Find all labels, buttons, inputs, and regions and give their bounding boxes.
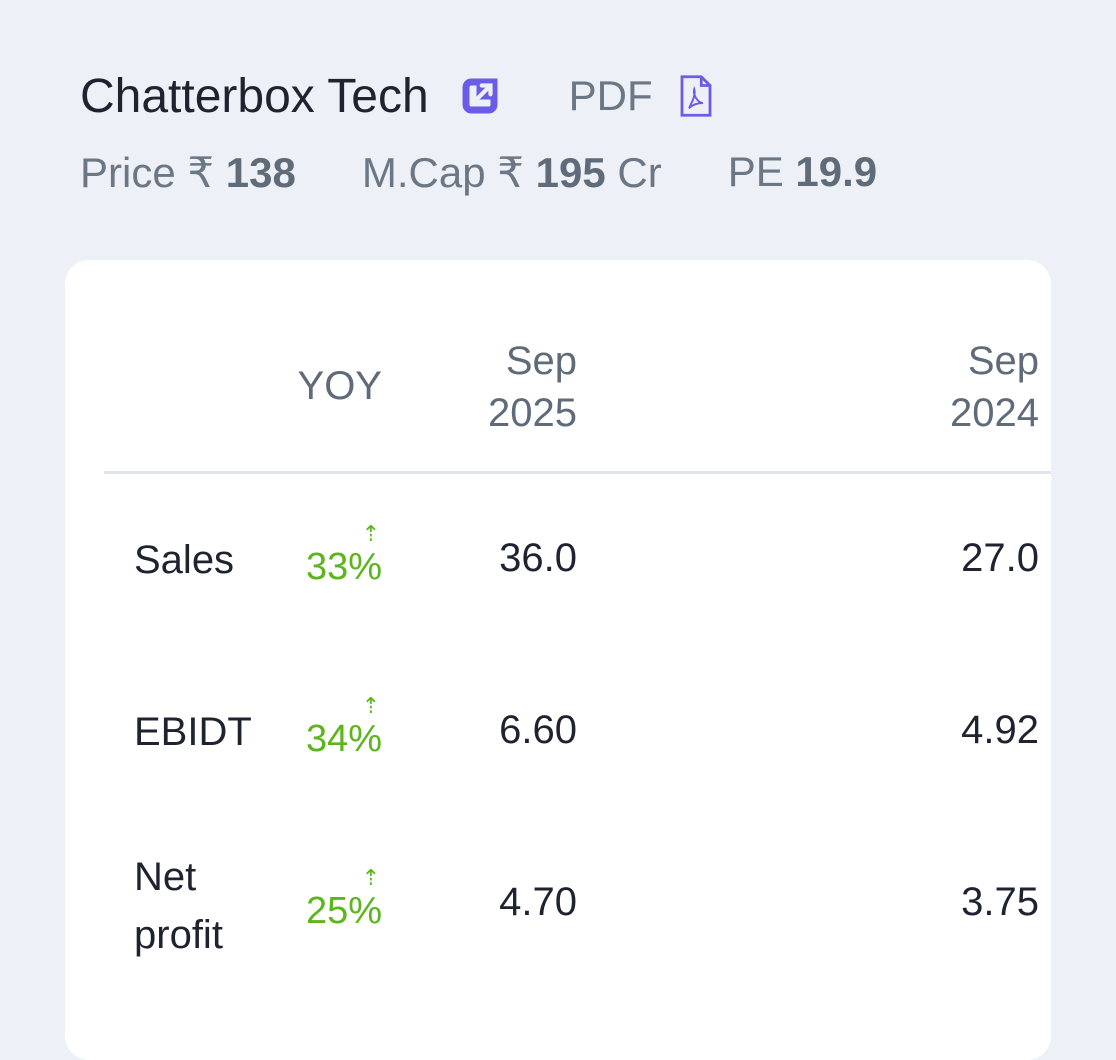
external-link-icon[interactable] — [459, 75, 501, 117]
stat-mcap: M.Cap ₹ 195 Cr — [361, 149, 662, 196]
header-sep-2024: Sep 2024 — [950, 339, 1039, 435]
stat-pe: PE 19.9 — [727, 148, 878, 195]
header-divider — [104, 471, 1051, 474]
row-label-ebidt: EBIDT — [134, 710, 252, 754]
ebidt-sep-2025: 6.60 — [499, 708, 577, 752]
header-sep-2025: Sep 2025 — [488, 339, 577, 435]
header-yoy: YOY — [297, 364, 382, 408]
row-label-sales: Sales — [134, 538, 235, 582]
sales-sep-2025: 36.0 — [499, 536, 577, 580]
key-stats: Price ₹ 138 M.Cap ₹ 195 Cr PE 19.9 — [80, 148, 943, 197]
arrow-up-icon: ⇡ — [361, 693, 380, 718]
yoy-ebidt: ⇡ 34% — [305, 693, 382, 761]
pdf-file-icon — [680, 75, 712, 117]
ebidt-sep-2024: 4.92 — [961, 708, 1039, 752]
company-header: Chatterbox Tech PDF Price ₹ 138 M.Cap ₹ … — [80, 66, 943, 197]
pdf-label: PDF — [568, 72, 653, 119]
stat-price: Price ₹ 138 — [80, 149, 296, 196]
yoy-net-profit: ⇡ 25% — [305, 865, 382, 933]
arrow-up-icon: ⇡ — [361, 865, 380, 890]
company-name: Chatterbox Tech — [80, 69, 429, 123]
net-profit-sep-2025: 4.70 — [499, 880, 577, 924]
sales-sep-2024: 27.0 — [961, 536, 1039, 580]
yoy-sales: ⇡ 33% — [305, 521, 382, 589]
row-label-net-profit: Net profit — [134, 855, 223, 957]
net-profit-sep-2024: 3.75 — [961, 880, 1039, 924]
pdf-link[interactable]: PDF — [569, 72, 715, 120]
results-card: YOY Sep 2025 Sep 2024 Sales ⇡ 33% 36.0 27.… — [65, 260, 1051, 1060]
arrow-up-icon: ⇡ — [361, 521, 380, 546]
